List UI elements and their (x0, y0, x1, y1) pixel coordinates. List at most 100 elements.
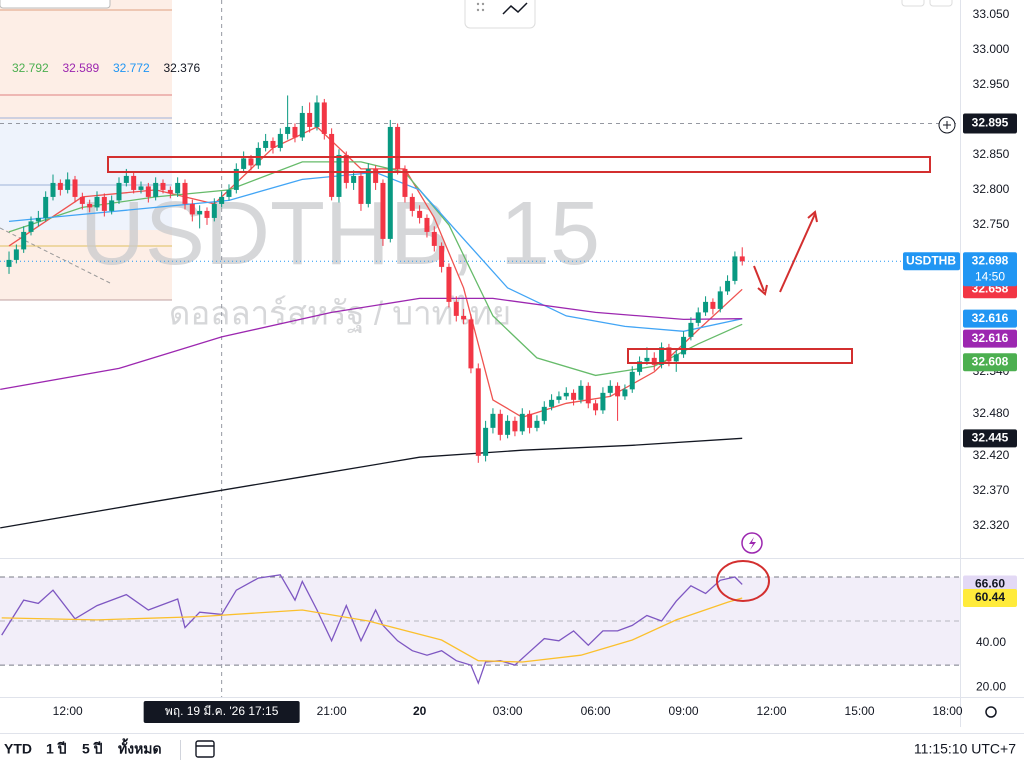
top-button[interactable] (929, 0, 953, 7)
candle-body (534, 420, 540, 428)
candle-body (497, 413, 503, 435)
rsi-label: 60.44 (975, 590, 1005, 604)
candle-body (28, 221, 34, 232)
range-button[interactable]: 1 ปี (46, 741, 67, 757)
highlight-circle[interactable] (716, 560, 770, 602)
candle-body (571, 392, 577, 400)
candle-body (373, 168, 379, 183)
candle-body (358, 175, 364, 204)
candle-body (270, 140, 276, 148)
candle-body (695, 312, 701, 323)
candle-body (343, 154, 349, 183)
x-tick-label: 12:00 (757, 704, 787, 718)
candle-body (578, 385, 584, 400)
zone (0, 230, 172, 300)
candle-body (72, 179, 78, 197)
candle-body (299, 112, 305, 138)
range-button[interactable]: ทั้งหมด (118, 738, 162, 757)
zone (0, 0, 172, 120)
price-label-box (963, 429, 1017, 448)
user-drawings (107, 156, 931, 602)
x-tick-label: 15:00 (845, 704, 875, 718)
candle-body (505, 420, 511, 435)
candle-body (321, 102, 327, 134)
candle-body (446, 266, 452, 302)
x-tick-label: 06:00 (581, 704, 611, 718)
candle-body (219, 196, 225, 204)
zone-rectangle[interactable] (107, 156, 931, 173)
candle-body (6, 259, 12, 267)
price-plot (0, 0, 960, 697)
candle-body (622, 389, 628, 397)
rsi-label-box (963, 589, 1017, 608)
top-button[interactable] (901, 0, 925, 7)
symbol-tag: USDTHB (906, 253, 956, 267)
candle-body (109, 200, 115, 211)
candle-body (629, 371, 635, 390)
y-tick-label: 32.850 (973, 147, 1010, 161)
watermark-title: USDTHB, 15 (80, 184, 600, 284)
legend-value: 32.792 (12, 61, 49, 75)
candle-body (131, 175, 137, 190)
candle-body (292, 126, 298, 138)
y-tick-label: 32.800 (973, 182, 1010, 196)
candle-body (395, 126, 401, 169)
arrow[interactable] (753, 265, 765, 292)
candle-body (593, 403, 599, 411)
floating-toolbar (464, 0, 953, 29)
legend-value: 32.589 (63, 61, 100, 75)
candle-body (585, 385, 591, 404)
crosshair-price-box (963, 113, 1017, 134)
crosshair-time-box (143, 701, 300, 723)
candle-body (710, 301, 716, 309)
candle-body (35, 217, 41, 222)
candle-body (79, 196, 85, 204)
arrow-head (757, 284, 768, 296)
zone-drawings (0, 0, 172, 301)
candle-body (329, 133, 335, 197)
line (0, 297, 743, 391)
line (8, 171, 743, 332)
candle-body (65, 179, 71, 190)
axes: 33.050 33.000 32.950 32.850 32.800 32.750 32.5… (4, 7, 1017, 757)
zone-rectangle[interactable] (627, 348, 853, 364)
grip (481, 8, 485, 12)
range-button[interactable]: YTD (4, 741, 32, 757)
candle-body (189, 203, 195, 215)
crosshair-time: พฤ. 19 มี.ค. '26 17:15 (165, 704, 279, 718)
candle-body (87, 203, 93, 208)
plus-icon (943, 121, 951, 129)
y-tick-label: 32.950 (973, 77, 1010, 91)
candle-body (556, 396, 562, 400)
calendar-icon[interactable] (195, 740, 215, 758)
rsi-label-box (963, 575, 1017, 594)
x-tick-label: 18:00 (933, 704, 963, 718)
y-tick-label: 40.00 (976, 635, 1006, 649)
candle-body (123, 175, 129, 183)
candle-body (57, 182, 63, 190)
arrow[interactable] (779, 213, 816, 293)
candle-body (116, 182, 122, 201)
candle-body (490, 413, 496, 428)
y-tick-label: 33.000 (973, 42, 1010, 56)
candle-body (285, 126, 291, 134)
candle-body (725, 280, 731, 292)
zone (0, 120, 172, 230)
candle-body (541, 406, 547, 421)
range-button[interactable]: 5 ปี (82, 741, 103, 757)
candle-body (138, 186, 144, 190)
watermark-subtitle: ดอลลาร์สหรัฐ / บาทไทย (169, 295, 511, 334)
trend-icon[interactable] (502, 2, 528, 15)
settings-icon[interactable] (985, 706, 997, 718)
alert-bolt (749, 537, 756, 550)
price-label-box (963, 353, 1017, 372)
candle-body (226, 189, 232, 197)
candle-body (402, 168, 408, 197)
symbol-box[interactable] (0, 0, 111, 9)
candle-body (424, 217, 430, 232)
x-tick-label: 09:00 (669, 704, 699, 718)
rsi-label: 66.60 (975, 577, 1005, 591)
candle-body (644, 357, 650, 362)
candle-body (160, 182, 166, 190)
candle-body (475, 368, 481, 456)
